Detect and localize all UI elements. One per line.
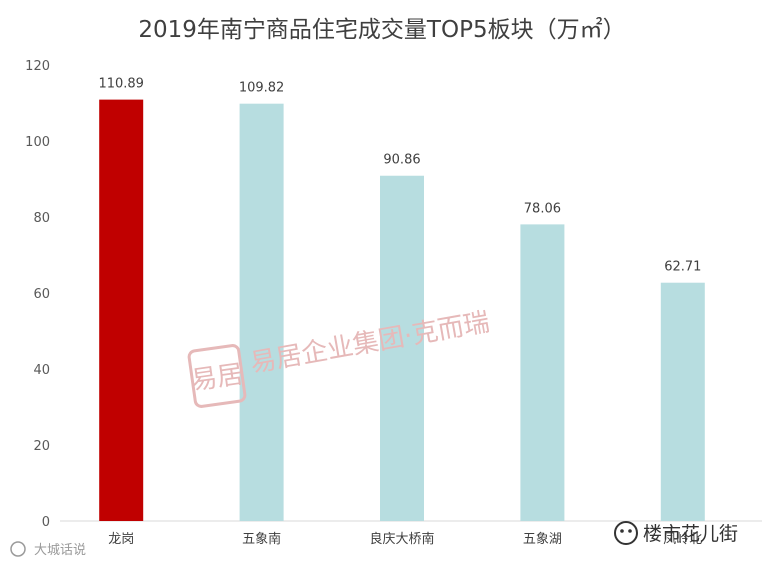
svg-text:大城话说: 大城话说 [34, 543, 86, 558]
watermark-seal-text: 易居 [189, 360, 245, 397]
x-tick-label: 五象湖 [523, 532, 562, 547]
bottom-left-watermark: 大城话说 [10, 541, 86, 558]
bar [520, 224, 565, 521]
data-label: 90.86 [383, 153, 420, 168]
bars [99, 99, 705, 522]
bar [660, 282, 705, 521]
y-tick-label: 120 [25, 59, 50, 74]
data-label: 109.82 [239, 81, 285, 96]
y-tick-label: 100 [25, 135, 50, 150]
x-tick-label: 凤岭北 [663, 532, 702, 547]
data-labels: 110.89 109.82 90.86 78.06 62.71 [98, 77, 701, 275]
bar [99, 99, 144, 522]
data-label: 110.89 [98, 77, 144, 92]
y-tick-label: 60 [33, 287, 50, 302]
svg-text:楼市花儿街: 楼市花儿街 [643, 523, 738, 545]
y-tick-label: 0 [42, 515, 50, 530]
y-axis: 0 20 40 60 80 100 120 [25, 59, 50, 530]
y-tick-label: 80 [33, 211, 50, 226]
data-label: 62.71 [664, 260, 701, 275]
chart-title: 2019年南宁商品住宅成交量TOP5板块（万㎡） [138, 17, 626, 43]
wechat-icon [614, 521, 638, 545]
x-tick-label: 龙岗 [108, 532, 134, 547]
watermark-text: 易居企业集团·克而瑞 [248, 307, 492, 379]
data-label: 78.06 [524, 201, 561, 216]
y-tick-label: 40 [33, 363, 50, 378]
bar [239, 103, 284, 522]
x-tick-label: 五象南 [242, 531, 281, 547]
bottom-right-watermark: 楼市花儿街 [614, 521, 738, 545]
watermark: 易居 易居企业集团·克而瑞 [187, 307, 492, 408]
y-tick-label: 20 [33, 439, 50, 454]
bar [380, 175, 424, 521]
category-labels: 龙岗 五象南 良庆大桥南 五象湖 凤岭北 [108, 531, 702, 547]
x-tick-label: 良庆大桥南 [369, 531, 434, 547]
watermark-seal [187, 344, 247, 408]
